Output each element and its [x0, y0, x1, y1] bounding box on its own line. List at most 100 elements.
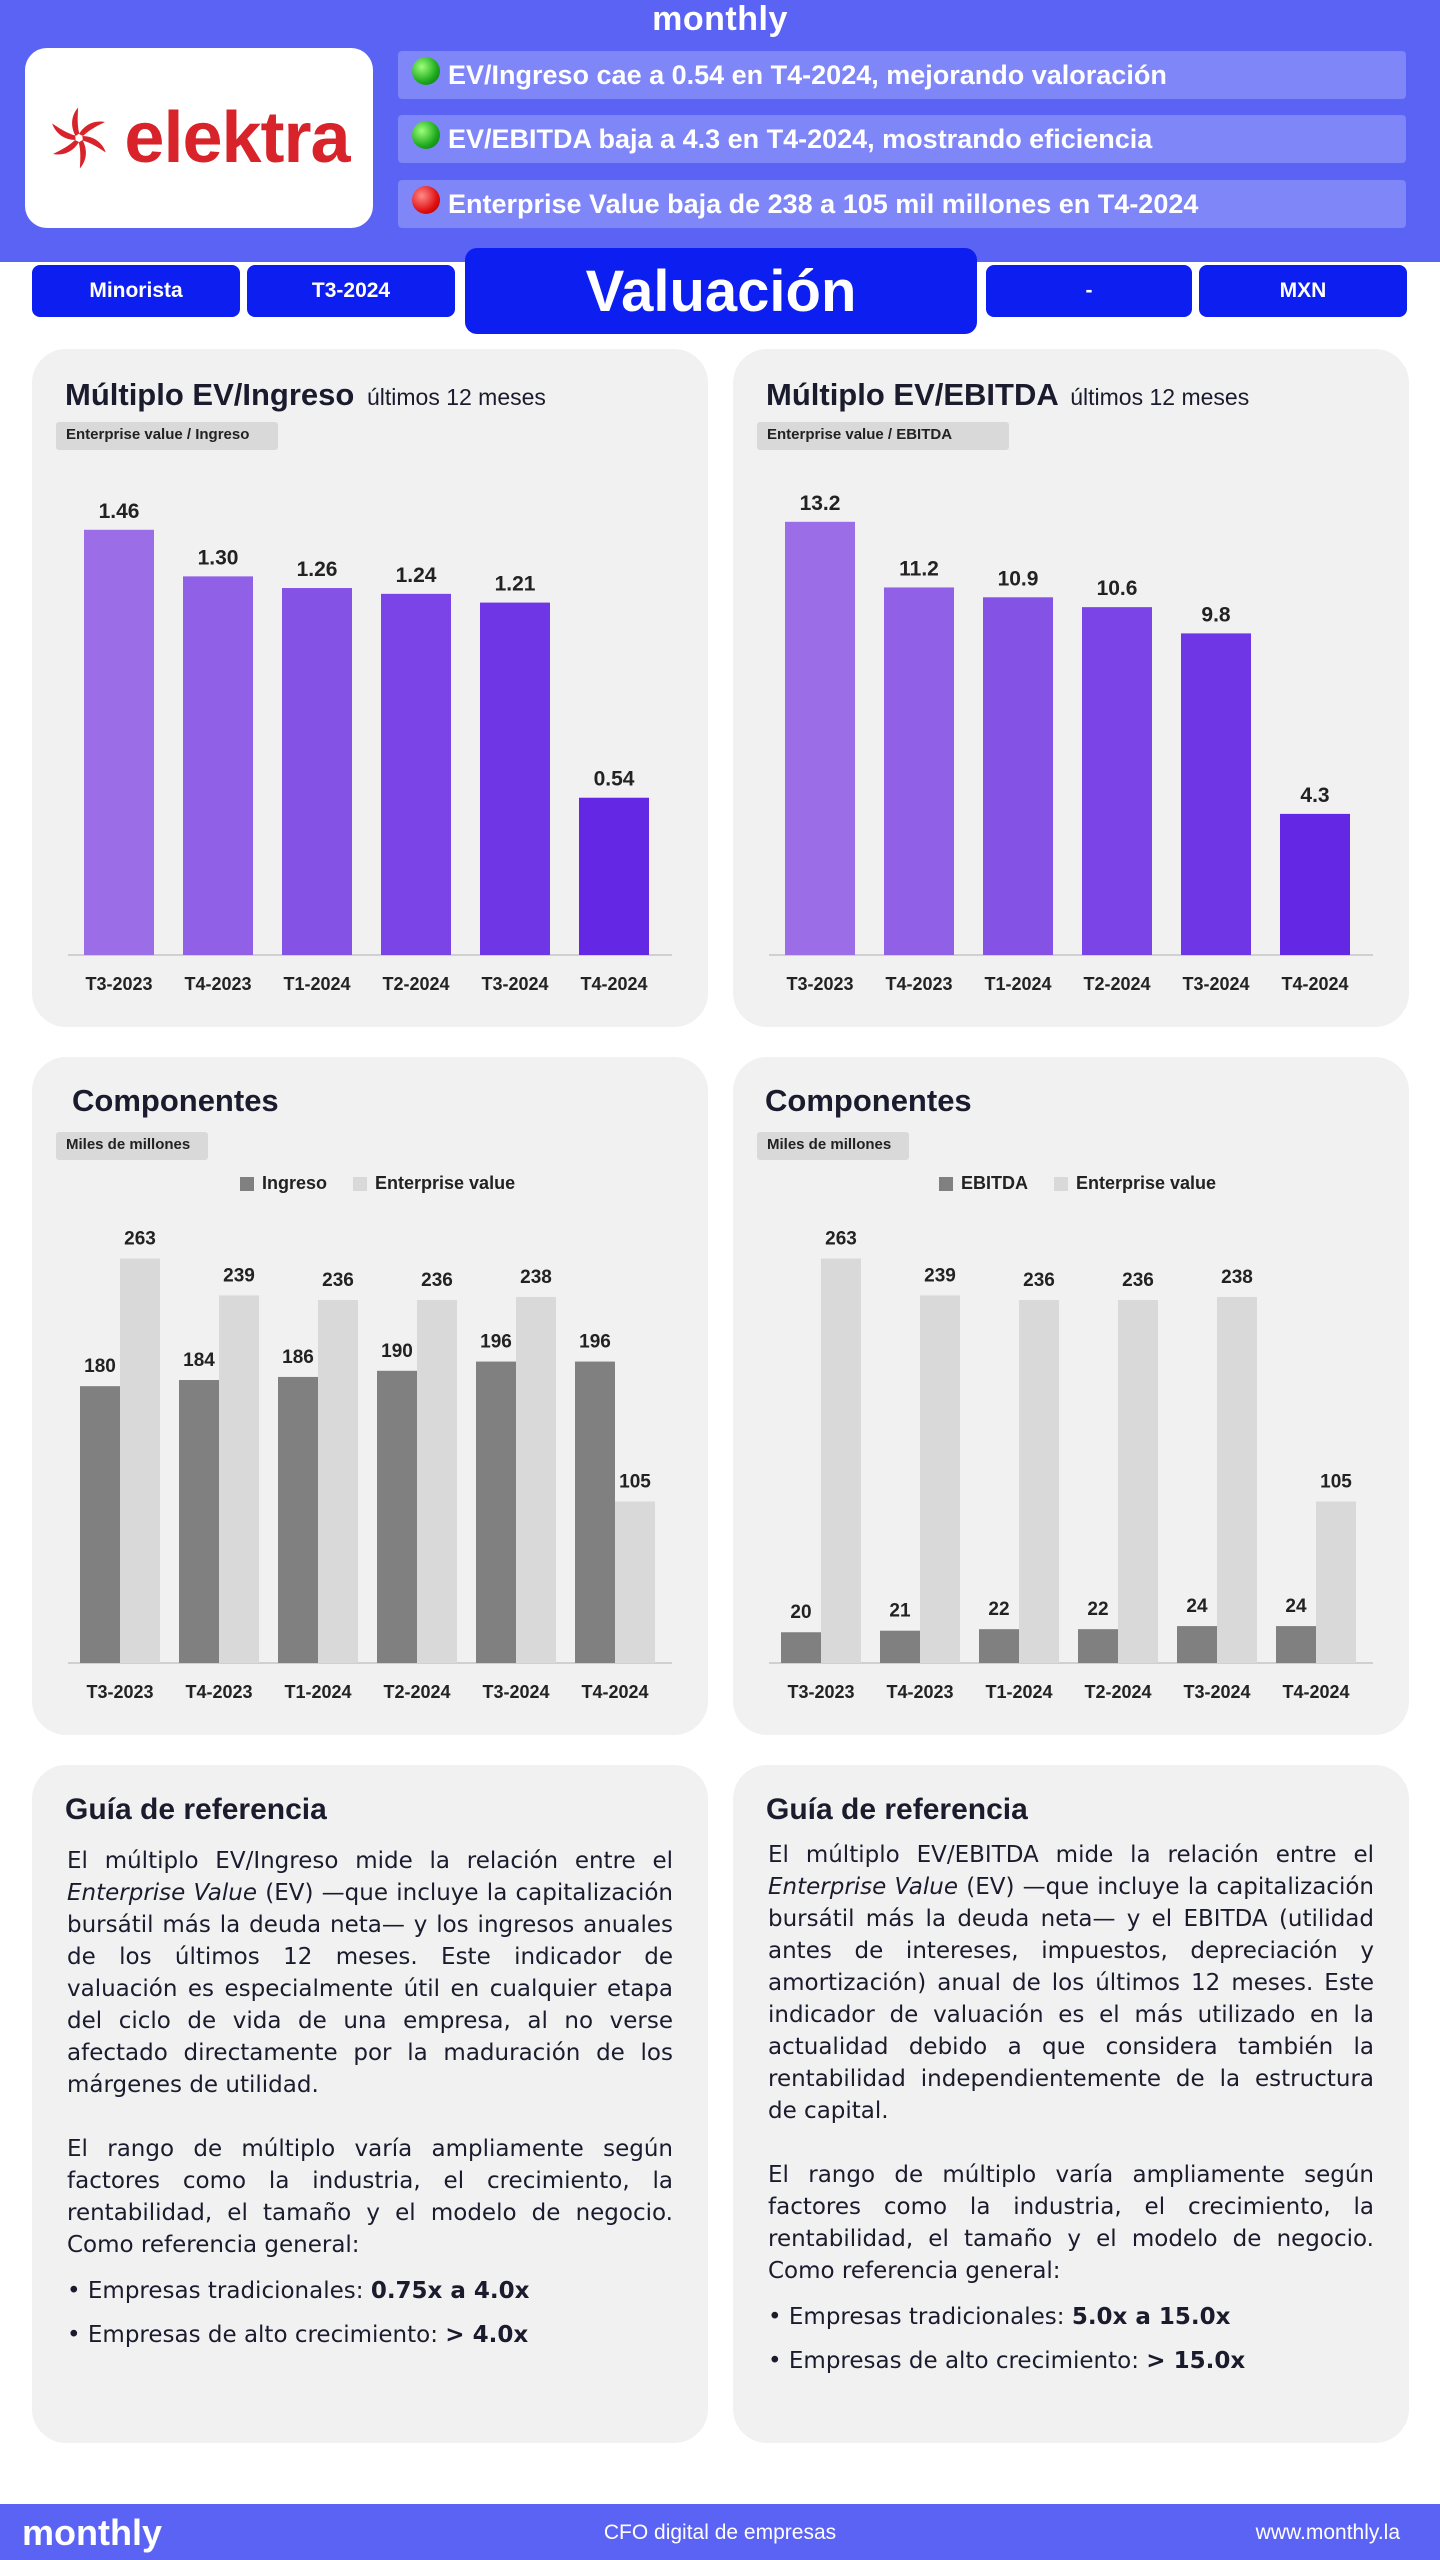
period-pill[interactable]: T3-2024	[247, 265, 455, 317]
guide-title: Guía de referencia	[65, 1793, 327, 1826]
data-label: 236	[421, 1270, 453, 1291]
bar	[785, 521, 855, 955]
bar	[821, 1258, 861, 1663]
x-tick-label: T4-2023	[184, 974, 251, 994]
data-label: 22	[1087, 1599, 1108, 1620]
status-green-icon	[412, 57, 440, 85]
x-tick-label: T3-2024	[481, 974, 548, 994]
data-label: 236	[1122, 1270, 1154, 1291]
panel-ev-ebitda: Múltiplo EV/EBITDA últimos 12 meses Ente…	[733, 349, 1409, 1027]
x-tick-label: T3-2023	[787, 1682, 854, 1702]
footer: monthly CFO digital de empresas www.mont…	[0, 2504, 1440, 2560]
footer-tagline: CFO digital de empresas	[603, 2521, 837, 2544]
x-tick-label: T1-2024	[284, 1682, 351, 1702]
x-tick-label: T3-2024	[1182, 974, 1249, 994]
panel-subtitle: últimos 12 meses	[366, 384, 546, 410]
bar	[381, 593, 451, 955]
x-tick-label: T4-2023	[886, 1682, 953, 1702]
bar	[615, 1501, 655, 1663]
bar	[983, 597, 1053, 955]
x-tick-label: T1-2024	[984, 974, 1051, 994]
x-tick-label: T4-2023	[885, 974, 952, 994]
status-red-icon	[412, 186, 440, 214]
x-tick-label: T2-2024	[1084, 1682, 1151, 1702]
headline-ev-ingreso: EV/Ingreso cae a 0.54 en T4-2024, mejora…	[398, 51, 1406, 99]
bar	[417, 1300, 457, 1663]
footer-url-link[interactable]: www.monthly.la	[1255, 2521, 1400, 2544]
data-label: 184	[183, 1350, 215, 1371]
bar	[516, 1296, 556, 1663]
data-label: 24	[1285, 1596, 1307, 1617]
company-logo-text: elektra	[124, 98, 350, 178]
legend-swatch	[939, 1176, 953, 1191]
bar	[781, 1632, 821, 1663]
x-tick-label: T4-2023	[185, 1682, 252, 1702]
guide-paragraph: El múltiplo EV/EBITDA mide la relación e…	[768, 1842, 1374, 2124]
bar	[1217, 1296, 1257, 1663]
data-label: 1.26	[297, 558, 338, 581]
data-label: 196	[579, 1332, 611, 1353]
bar	[476, 1361, 516, 1663]
bar	[480, 602, 550, 955]
panel-componentes-ebitda: Componentes Miles de millones EBITDA Ent…	[733, 1057, 1409, 1735]
elektra-swirl-icon	[52, 107, 107, 169]
guide-bullet: • Empresas tradicionales: 5.0x a 15.0x	[768, 2304, 1231, 2330]
data-label: 1.21	[495, 573, 536, 596]
x-tick-label: T3-2023	[86, 1682, 153, 1702]
data-label: 263	[825, 1229, 857, 1250]
sector-pill[interactable]: Minorista	[32, 265, 240, 317]
bar	[575, 1361, 615, 1663]
bar	[80, 1386, 120, 1663]
brand-logo-top[interactable]: monthly	[652, 0, 788, 38]
panel-title: Componentes	[72, 1083, 279, 1118]
unit-tag: Enterprise value / EBITDA	[757, 422, 1009, 450]
x-tick-label: T2-2024	[1083, 974, 1150, 994]
legend-item: EBITDA	[939, 1173, 1028, 1194]
headline-text: EV/Ingreso cae a 0.54 en T4-2024, mejora…	[448, 59, 1167, 90]
currency-pill[interactable]: MXN	[1199, 265, 1407, 317]
chart-ev-ebitda: 13.2 T3-2023 11.2 T4-2023 10.9 T1-2024 10.6 T2-…	[769, 492, 1373, 994]
data-label: 1.24	[396, 564, 437, 587]
data-label: 236	[1023, 1270, 1055, 1291]
data-label: 236	[322, 1270, 354, 1291]
guide-bullet: • Empresas de alto crecimiento: > 15.0x	[768, 2348, 1246, 2374]
bar	[282, 588, 352, 955]
data-label: 11.2	[899, 557, 939, 580]
brand-logo-footer[interactable]: monthly	[22, 2512, 162, 2553]
bar	[278, 1376, 318, 1663]
bar	[1316, 1501, 1356, 1663]
legend-item: Ingreso	[240, 1173, 327, 1194]
x-tick-label: T4-2024	[580, 974, 647, 994]
data-label: 105	[1320, 1472, 1352, 1493]
page-title: Valuación	[465, 248, 977, 334]
bar	[1276, 1626, 1316, 1663]
panel-title: Múltiplo EV/Ingreso últimos 12 meses	[65, 377, 546, 412]
x-tick-label: T3-2024	[482, 1682, 549, 1702]
guide-bullet: • Empresas tradicionales: 0.75x a 4.0x	[67, 2278, 530, 2304]
guide-title: Guía de referencia	[766, 1793, 1028, 1826]
data-label: 263	[124, 1229, 156, 1250]
data-label: 238	[1221, 1267, 1253, 1288]
panel-title: Componentes	[765, 1083, 972, 1118]
data-label: 1.46	[99, 500, 140, 523]
unit-tag: Enterprise value / Ingreso	[56, 422, 278, 450]
x-tick-label: T4-2024	[581, 1682, 648, 1702]
bar	[1078, 1629, 1118, 1663]
x-tick-label: T1-2024	[283, 974, 350, 994]
legend-item: Enterprise value	[353, 1173, 515, 1194]
data-label: 186	[282, 1347, 314, 1368]
headline-enterprise-value: Enterprise Value baja de 238 a 105 mil m…	[398, 180, 1406, 228]
data-label: 22	[988, 1599, 1009, 1620]
headline-text: EV/EBITDA baja a 4.3 en T4-2024, mostran…	[448, 123, 1153, 154]
data-label: 24	[1186, 1596, 1208, 1617]
guide-body: El múltiplo EV/EBITDA mide la relación e…	[768, 1839, 1374, 2389]
filter-pill[interactable]: -	[986, 265, 1192, 317]
bar	[979, 1629, 1019, 1663]
data-label: 180	[84, 1356, 116, 1377]
data-label: 238	[520, 1267, 552, 1288]
chart-componentes-ebitda: 20 263 T3-2023 21 239 T4-2023 22 236 T1-2024 22 23…	[769, 1229, 1373, 1702]
headline-text: Enterprise Value baja de 238 a 105 mil m…	[448, 188, 1199, 219]
data-label: 13.2	[800, 492, 841, 515]
bar	[179, 1380, 219, 1663]
bar	[1082, 607, 1152, 955]
